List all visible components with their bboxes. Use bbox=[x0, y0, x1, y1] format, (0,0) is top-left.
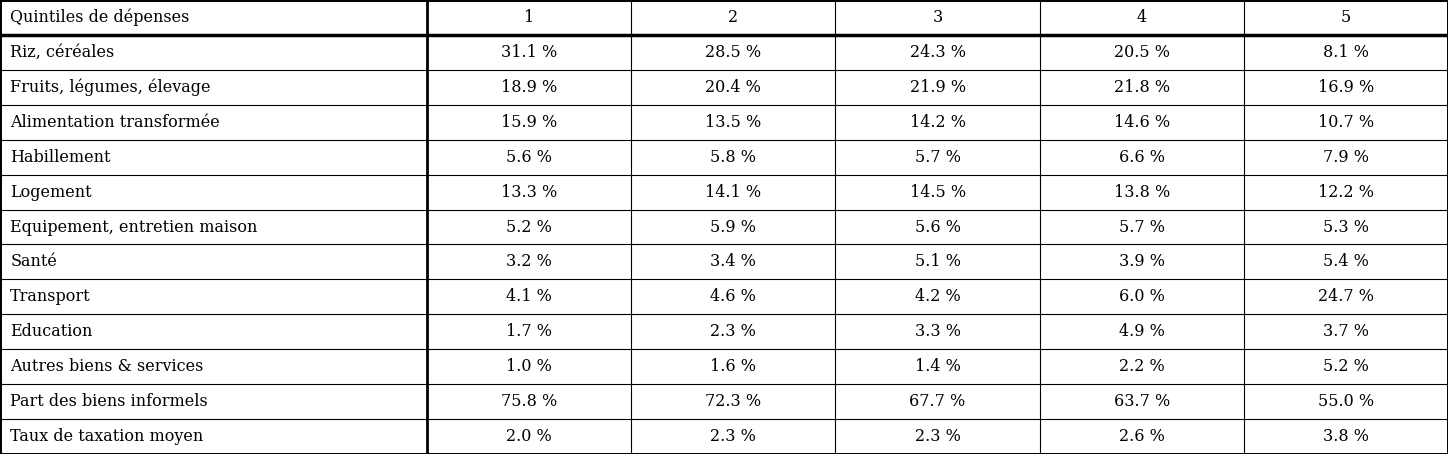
Text: 24.3 %: 24.3 % bbox=[909, 44, 966, 61]
Text: 63.7 %: 63.7 % bbox=[1114, 393, 1170, 410]
Text: 3.3 %: 3.3 % bbox=[915, 323, 960, 340]
Text: 2.3 %: 2.3 % bbox=[711, 323, 756, 340]
Text: 55.0 %: 55.0 % bbox=[1318, 393, 1374, 410]
Text: 14.6 %: 14.6 % bbox=[1114, 114, 1170, 131]
Text: 6.0 %: 6.0 % bbox=[1119, 288, 1164, 306]
Text: 4.2 %: 4.2 % bbox=[915, 288, 960, 306]
Text: 4.1 %: 4.1 % bbox=[507, 288, 552, 306]
Text: 13.5 %: 13.5 % bbox=[705, 114, 762, 131]
Text: 28.5 %: 28.5 % bbox=[705, 44, 762, 61]
Text: Fruits, légumes, élevage: Fruits, légumes, élevage bbox=[10, 79, 210, 96]
Text: 13.3 %: 13.3 % bbox=[501, 183, 557, 201]
Text: 4.6 %: 4.6 % bbox=[711, 288, 756, 306]
Text: 4: 4 bbox=[1137, 9, 1147, 26]
Text: 5.9 %: 5.9 % bbox=[711, 218, 756, 236]
Text: 1.4 %: 1.4 % bbox=[915, 358, 960, 375]
Text: Autres biens & services: Autres biens & services bbox=[10, 358, 204, 375]
Text: 1.6 %: 1.6 % bbox=[711, 358, 756, 375]
Text: 67.7 %: 67.7 % bbox=[909, 393, 966, 410]
Text: 5.2 %: 5.2 % bbox=[1323, 358, 1368, 375]
Text: 4.9 %: 4.9 % bbox=[1119, 323, 1164, 340]
Text: Alimentation transformée: Alimentation transformée bbox=[10, 114, 220, 131]
Text: 2.2 %: 2.2 % bbox=[1119, 358, 1164, 375]
Text: Equipement, entretien maison: Equipement, entretien maison bbox=[10, 218, 258, 236]
Text: Habillement: Habillement bbox=[10, 148, 110, 166]
Text: 12.2 %: 12.2 % bbox=[1318, 183, 1374, 201]
Text: Taux de taxation moyen: Taux de taxation moyen bbox=[10, 428, 203, 445]
Text: 5.1 %: 5.1 % bbox=[915, 253, 960, 271]
Text: 3.7 %: 3.7 % bbox=[1323, 323, 1368, 340]
Text: 5.3 %: 5.3 % bbox=[1323, 218, 1368, 236]
Text: 72.3 %: 72.3 % bbox=[705, 393, 762, 410]
Text: 6.6 %: 6.6 % bbox=[1119, 148, 1164, 166]
Text: Riz, céréales: Riz, céréales bbox=[10, 44, 114, 61]
Text: 14.1 %: 14.1 % bbox=[705, 183, 762, 201]
Text: 1.7 %: 1.7 % bbox=[507, 323, 552, 340]
Text: 10.7 %: 10.7 % bbox=[1318, 114, 1374, 131]
Text: 5.6 %: 5.6 % bbox=[507, 148, 552, 166]
Text: 3.2 %: 3.2 % bbox=[507, 253, 552, 271]
Text: 2.3 %: 2.3 % bbox=[711, 428, 756, 445]
Text: 7.9 %: 7.9 % bbox=[1323, 148, 1368, 166]
Text: 20.4 %: 20.4 % bbox=[705, 79, 762, 96]
Text: 5.4 %: 5.4 % bbox=[1323, 253, 1368, 271]
Text: 5.2 %: 5.2 % bbox=[507, 218, 552, 236]
Text: 1.0 %: 1.0 % bbox=[507, 358, 552, 375]
Text: 18.9 %: 18.9 % bbox=[501, 79, 557, 96]
Text: Transport: Transport bbox=[10, 288, 91, 306]
Text: 5.7 %: 5.7 % bbox=[915, 148, 960, 166]
Text: 31.1 %: 31.1 % bbox=[501, 44, 557, 61]
Text: 3: 3 bbox=[933, 9, 943, 26]
Text: 15.9 %: 15.9 % bbox=[501, 114, 557, 131]
Text: 14.5 %: 14.5 % bbox=[909, 183, 966, 201]
Text: 2.3 %: 2.3 % bbox=[915, 428, 960, 445]
Text: 14.2 %: 14.2 % bbox=[909, 114, 966, 131]
Text: 8.1 %: 8.1 % bbox=[1323, 44, 1368, 61]
Text: 3.9 %: 3.9 % bbox=[1119, 253, 1164, 271]
Text: 5.6 %: 5.6 % bbox=[915, 218, 960, 236]
Text: Part des biens informels: Part des biens informels bbox=[10, 393, 209, 410]
Text: 13.8 %: 13.8 % bbox=[1114, 183, 1170, 201]
Text: 21.9 %: 21.9 % bbox=[909, 79, 966, 96]
Text: 24.7 %: 24.7 % bbox=[1318, 288, 1374, 306]
Text: 5: 5 bbox=[1341, 9, 1351, 26]
Text: Education: Education bbox=[10, 323, 93, 340]
Text: 2.6 %: 2.6 % bbox=[1119, 428, 1164, 445]
Text: 20.5 %: 20.5 % bbox=[1114, 44, 1170, 61]
Text: 3.4 %: 3.4 % bbox=[711, 253, 756, 271]
Text: Quintiles de dépenses: Quintiles de dépenses bbox=[10, 9, 190, 26]
Text: 16.9 %: 16.9 % bbox=[1318, 79, 1374, 96]
Text: 5.8 %: 5.8 % bbox=[711, 148, 756, 166]
Text: 1: 1 bbox=[524, 9, 534, 26]
Text: 5.7 %: 5.7 % bbox=[1119, 218, 1164, 236]
Text: 2.0 %: 2.0 % bbox=[507, 428, 552, 445]
Text: 21.8 %: 21.8 % bbox=[1114, 79, 1170, 96]
Text: 75.8 %: 75.8 % bbox=[501, 393, 557, 410]
Text: 2: 2 bbox=[728, 9, 738, 26]
Text: Logement: Logement bbox=[10, 183, 91, 201]
Text: Santé: Santé bbox=[10, 253, 56, 271]
Text: 3.8 %: 3.8 % bbox=[1323, 428, 1368, 445]
